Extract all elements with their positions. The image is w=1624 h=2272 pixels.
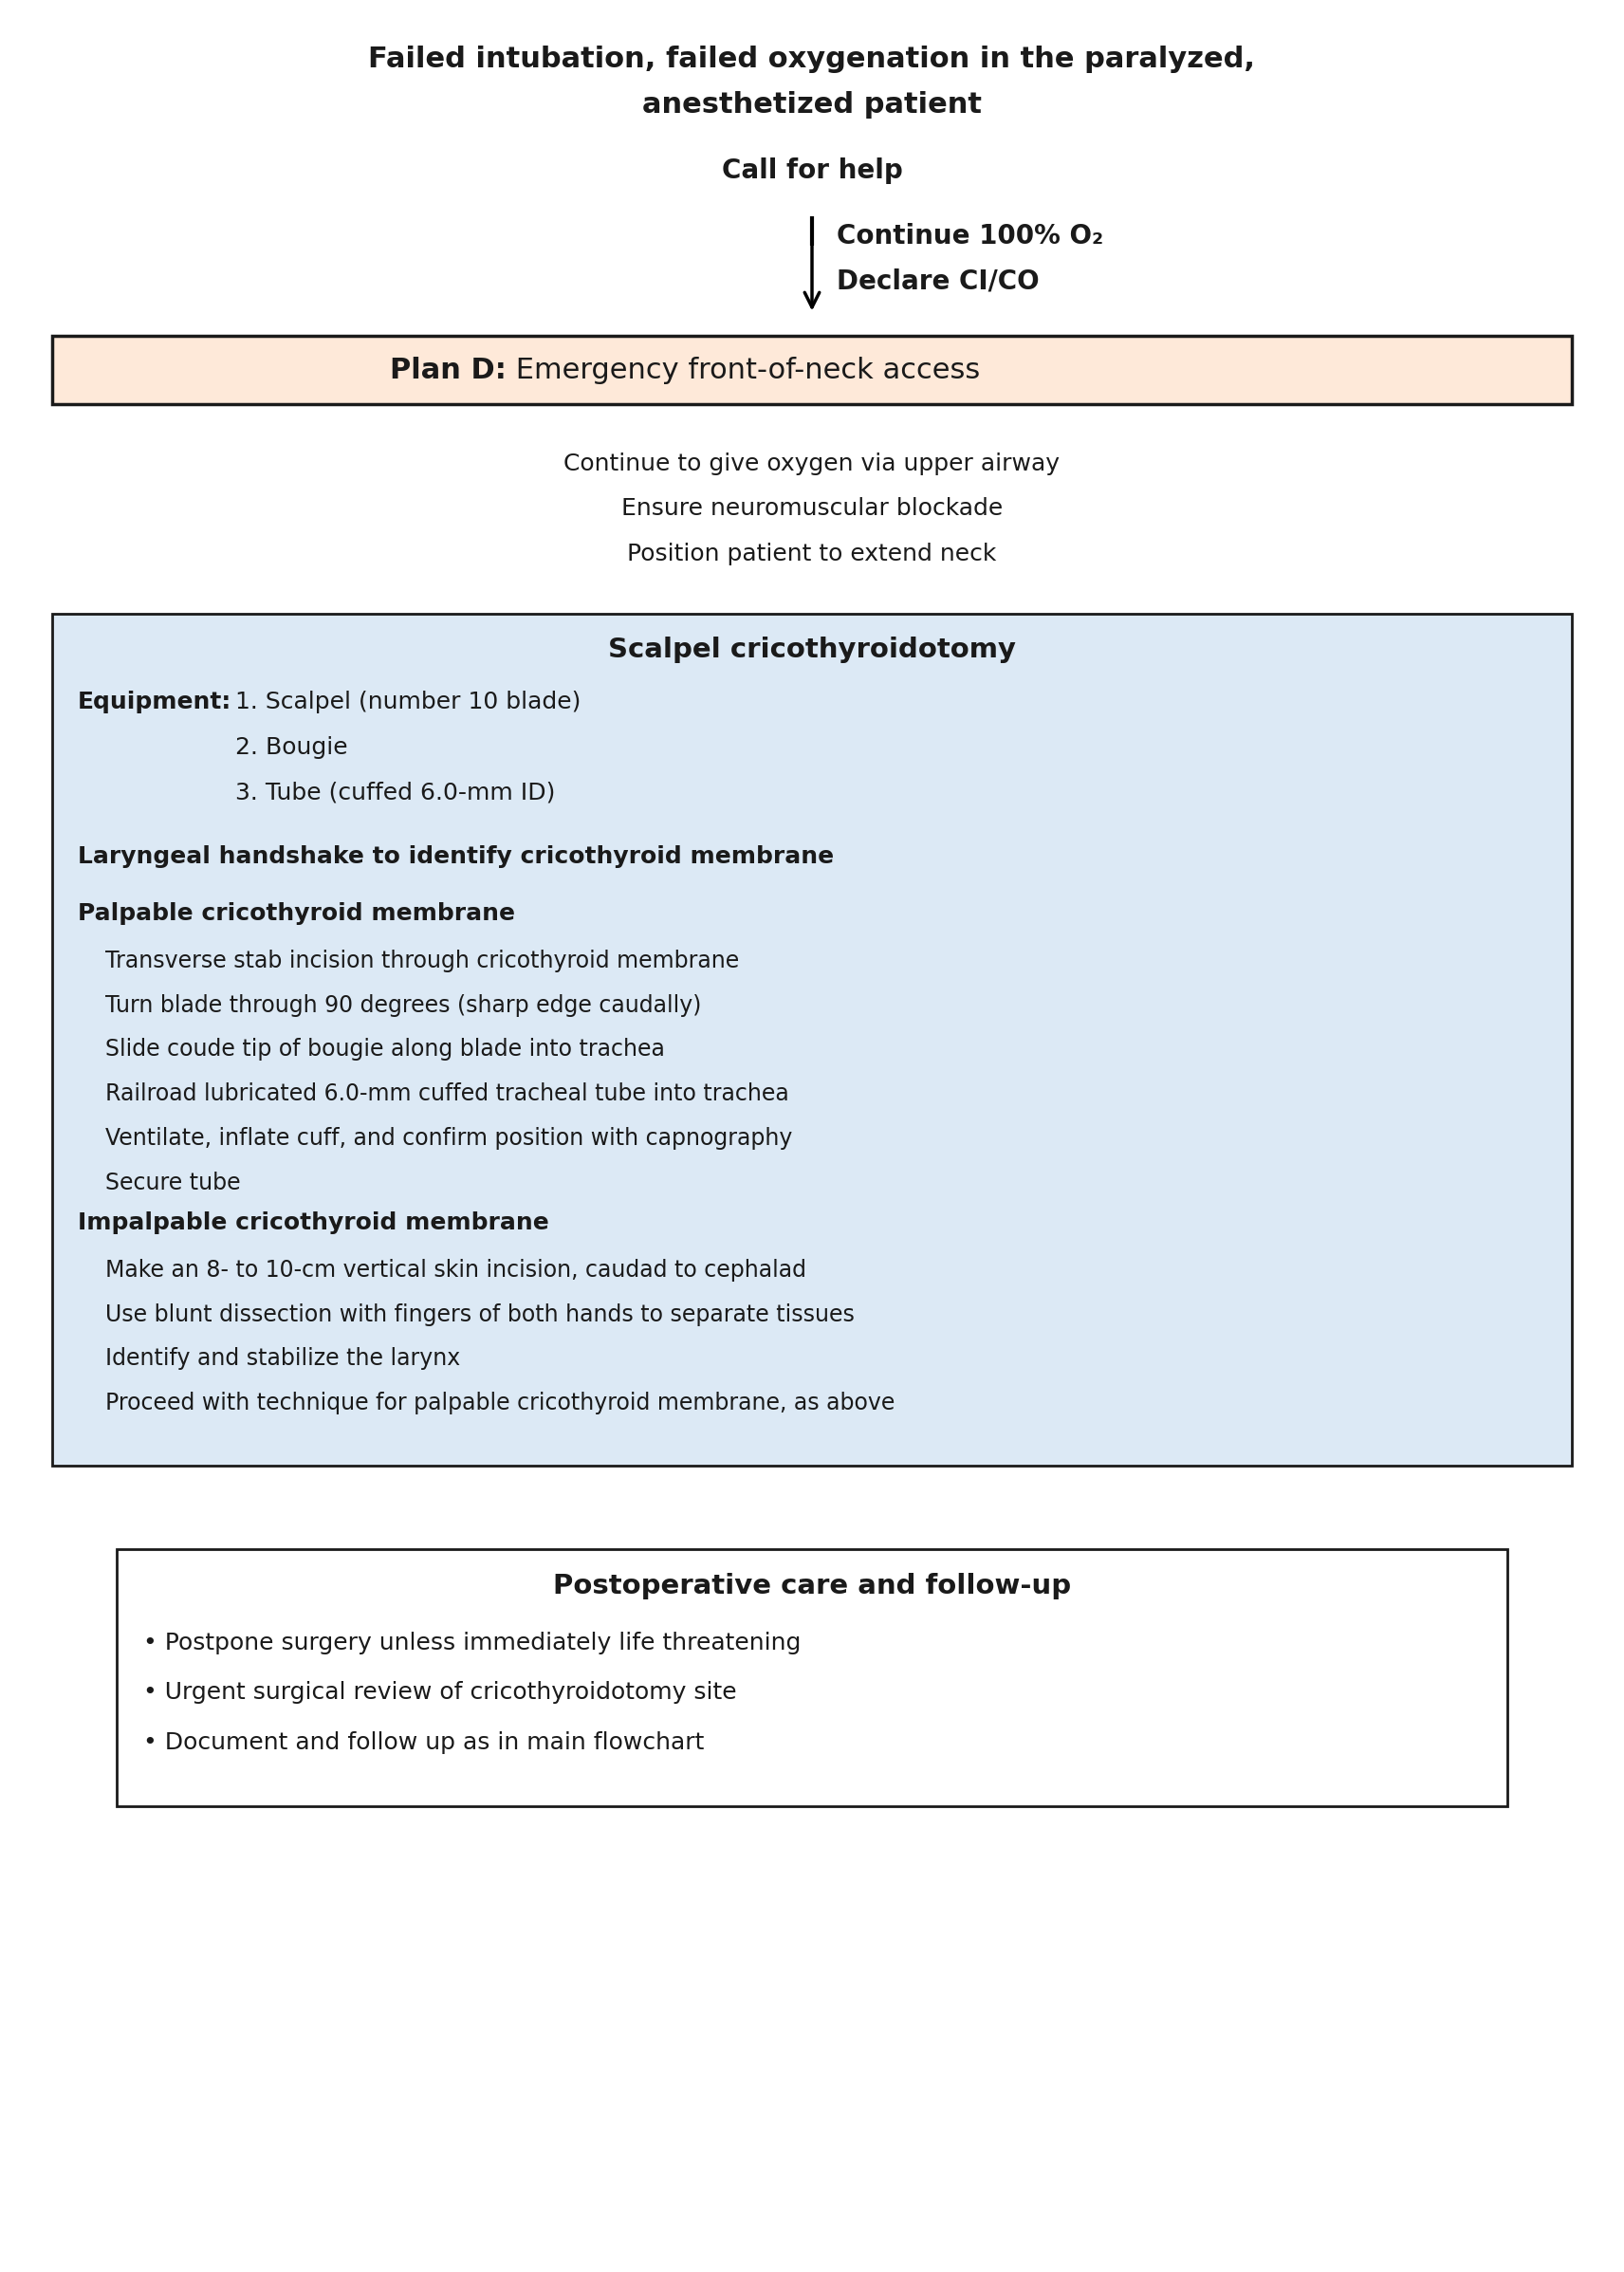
Text: Equipment:: Equipment:	[78, 691, 232, 713]
Text: Failed intubation, failed oxygenation in the paralyzed,: Failed intubation, failed oxygenation in…	[369, 45, 1255, 73]
Text: • Postpone surgery unless immediately life threatening: • Postpone surgery unless immediately li…	[143, 1631, 801, 1654]
Text: Palpable cricothyroid membrane: Palpable cricothyroid membrane	[78, 902, 515, 925]
Text: Proceed with technique for palpable cricothyroid membrane, as above: Proceed with technique for palpable cric…	[106, 1390, 895, 1415]
Text: anesthetized patient: anesthetized patient	[641, 91, 983, 118]
Text: Declare CI/CO: Declare CI/CO	[836, 268, 1039, 295]
Text: Make an 8- to 10-cm vertical skin incision, caudad to cephalad: Make an 8- to 10-cm vertical skin incisi…	[106, 1259, 807, 1281]
FancyBboxPatch shape	[52, 336, 1572, 404]
Text: Position patient to extend neck: Position patient to extend neck	[627, 543, 997, 566]
Text: Ventilate, inflate cuff, and confirm position with capnography: Ventilate, inflate cuff, and confirm pos…	[106, 1127, 793, 1150]
Text: Turn blade through 90 degrees (sharp edge caudally): Turn blade through 90 degrees (sharp edg…	[106, 993, 702, 1018]
FancyBboxPatch shape	[52, 613, 1572, 1465]
Text: Secure tube: Secure tube	[106, 1170, 240, 1195]
Text: 1. Scalpel (number 10 blade): 1. Scalpel (number 10 blade)	[235, 691, 581, 713]
Text: Continue to give oxygen via upper airway: Continue to give oxygen via upper airway	[564, 452, 1060, 475]
Text: Continue 100% O₂: Continue 100% O₂	[836, 223, 1103, 250]
Text: Call for help: Call for help	[721, 157, 903, 184]
Text: Scalpel cricothyroidotomy: Scalpel cricothyroidotomy	[607, 636, 1017, 663]
FancyBboxPatch shape	[117, 1550, 1507, 1806]
Text: Ensure neuromuscular blockade: Ensure neuromuscular blockade	[622, 498, 1002, 520]
Text: Slide coude tip of bougie along blade into trachea: Slide coude tip of bougie along blade in…	[106, 1038, 666, 1061]
Text: Impalpable cricothyroid membrane: Impalpable cricothyroid membrane	[78, 1211, 549, 1234]
Text: Transverse stab incision through cricothyroid membrane: Transverse stab incision through cricoth…	[106, 950, 739, 972]
Text: Identify and stabilize the larynx: Identify and stabilize the larynx	[106, 1347, 461, 1370]
Text: 3. Tube (cuffed 6.0-mm ID): 3. Tube (cuffed 6.0-mm ID)	[235, 782, 555, 804]
Text: Laryngeal handshake to identify cricothyroid membrane: Laryngeal handshake to identify cricothy…	[78, 845, 835, 868]
Text: • Document and follow up as in main flowchart: • Document and follow up as in main flow…	[143, 1731, 703, 1754]
Text: Railroad lubricated 6.0-mm cuffed tracheal tube into trachea: Railroad lubricated 6.0-mm cuffed trache…	[106, 1081, 789, 1106]
Text: Postoperative care and follow-up: Postoperative care and follow-up	[554, 1572, 1070, 1599]
Text: Use blunt dissection with fingers of both hands to separate tissues: Use blunt dissection with fingers of bot…	[106, 1302, 854, 1327]
Text: • Urgent surgical review of cricothyroidotomy site: • Urgent surgical review of cricothyroid…	[143, 1681, 736, 1704]
Text: Emergency front-of-neck access: Emergency front-of-neck access	[507, 357, 981, 384]
Text: Plan D:: Plan D:	[390, 357, 507, 384]
Text: 2. Bougie: 2. Bougie	[235, 736, 348, 759]
